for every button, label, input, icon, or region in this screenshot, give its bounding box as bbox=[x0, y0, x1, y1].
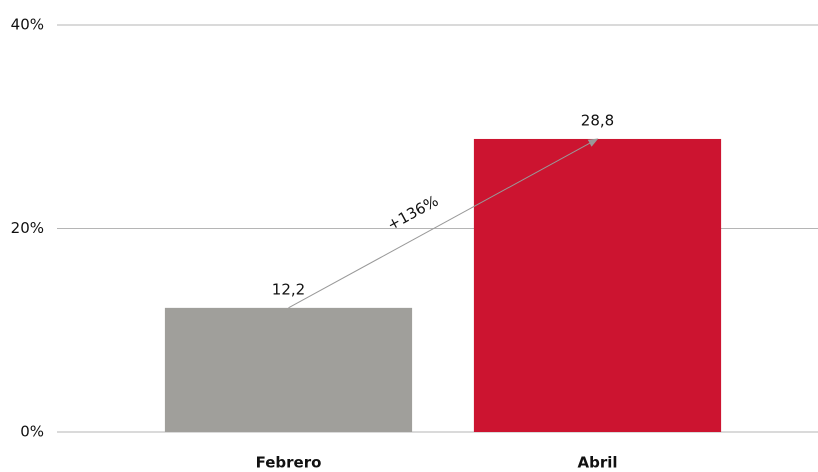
annotation: +136% bbox=[384, 192, 441, 234]
x-tick-label: Febrero bbox=[256, 454, 322, 472]
y-tick-label: 40% bbox=[11, 16, 44, 34]
annotation-arrow bbox=[288, 138, 599, 309]
bar bbox=[473, 138, 722, 432]
value-label: 12,2 bbox=[272, 280, 305, 298]
x-tick-label: Abril bbox=[577, 454, 617, 472]
y-tick-label: 0% bbox=[20, 423, 44, 441]
value-label: 28,8 bbox=[581, 111, 614, 129]
y-tick-label: 20% bbox=[11, 219, 44, 237]
bar bbox=[164, 307, 413, 432]
